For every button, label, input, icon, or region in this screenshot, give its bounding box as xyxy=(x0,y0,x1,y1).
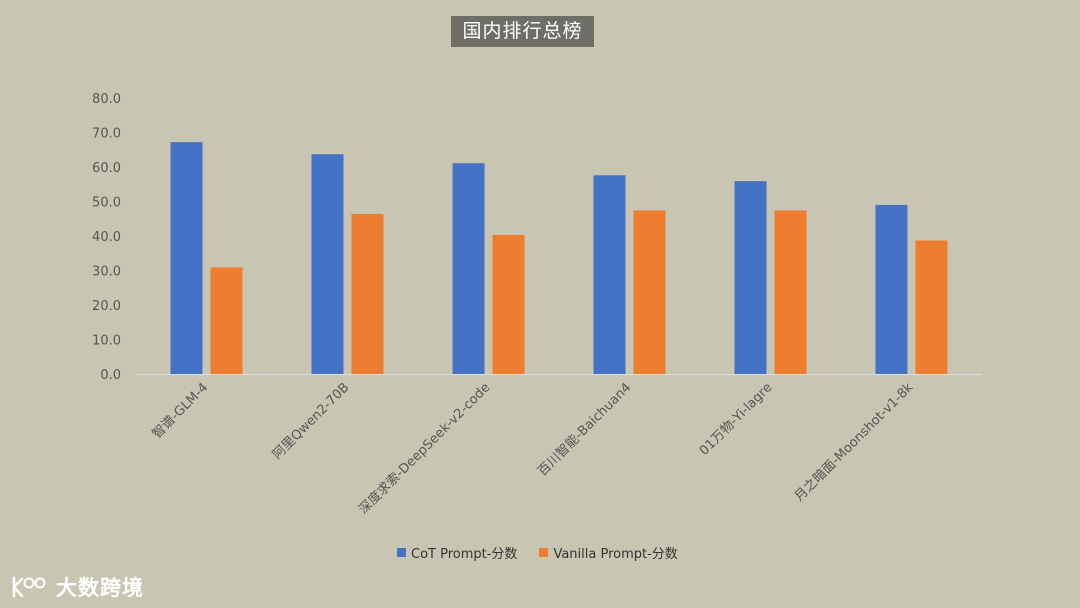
x-category-label: 百川智能-Baichuan4 xyxy=(535,380,634,479)
logo-text: 大数跨境 xyxy=(56,576,144,600)
bar-cot xyxy=(734,181,767,374)
x-category-label: 深度求索-DeepSeek-v2-code xyxy=(355,380,493,518)
bar-vanilla xyxy=(210,267,243,374)
bar-cot xyxy=(593,175,626,374)
bar-vanilla xyxy=(915,240,948,374)
legend-label-cot: CoT Prompt-分数 xyxy=(411,546,518,562)
bar-cot xyxy=(875,204,908,374)
legend-item-vanilla: Vanilla Prompt-分数 xyxy=(539,543,678,562)
x-category-label: 阿里Qwen2-70B xyxy=(270,380,352,462)
chart-title: 国内排行总榜 xyxy=(451,16,594,47)
legend-item-cot: CoT Prompt-分数 xyxy=(397,543,517,562)
bar-cot xyxy=(452,163,485,374)
y-tick-label: 60.0 xyxy=(92,161,121,176)
y-tick-label: 80.0 xyxy=(92,92,121,107)
y-tick-label: 50.0 xyxy=(92,196,121,211)
bar-cot xyxy=(170,142,203,374)
y-tick-label: 0.0 xyxy=(100,368,121,383)
legend-swatch-vanilla xyxy=(539,547,549,557)
y-tick-label: 30.0 xyxy=(92,265,121,280)
y-tick-label: 40.0 xyxy=(92,230,121,245)
y-tick-label: 70.0 xyxy=(92,127,121,142)
bar-cot xyxy=(311,154,344,374)
brand-logo: 大数跨境 xyxy=(10,572,144,602)
y-tick-label: 10.0 xyxy=(92,334,121,349)
x-category-label: 智谱-GLM-4 xyxy=(150,380,212,442)
bar-vanilla xyxy=(774,210,807,374)
legend-swatch-cot xyxy=(397,547,406,557)
x-category-label: 月之暗面-Moonshot-v1-8k xyxy=(792,380,917,505)
bar-vanilla xyxy=(492,234,525,374)
legend-label-vanilla: Vanilla Prompt-分数 xyxy=(553,546,678,562)
x-category-label: 01万物-Yi-lagre xyxy=(697,380,775,458)
bar-vanilla xyxy=(633,210,666,374)
chart-legend: CoT Prompt-分数 Vanilla Prompt-分数 xyxy=(397,542,678,562)
bar-vanilla xyxy=(351,213,384,374)
y-tick-label: 20.0 xyxy=(92,299,121,314)
k100-logo-icon xyxy=(12,576,46,598)
